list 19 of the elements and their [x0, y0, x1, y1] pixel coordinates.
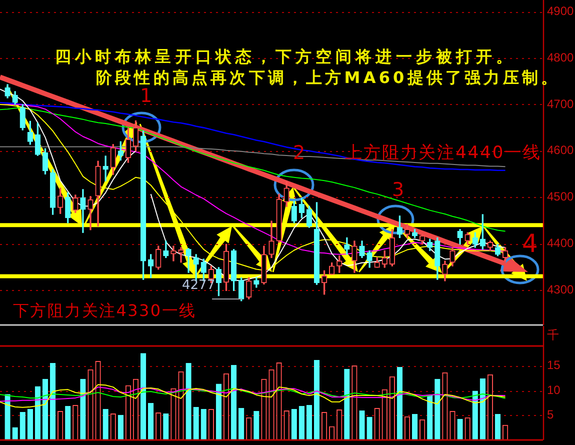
y-tick-label: 4400	[547, 236, 574, 250]
y-tick-label: 10	[547, 382, 561, 397]
y-tick-label: 15	[547, 358, 561, 372]
y-tick-label: 4800	[547, 50, 574, 64]
annotation: 4277	[182, 278, 216, 292]
annotation: 3	[392, 179, 404, 201]
annotation: 下方阻力关注4330一线	[13, 300, 196, 320]
annotation: 阶段性的高点再次下调，上方MA60提供了强力压制。	[96, 68, 560, 86]
y-axis-title: 千	[547, 328, 559, 342]
y-tick-label: 4300	[547, 282, 574, 296]
annotation: 4	[522, 229, 538, 258]
y-tick-label: 4700	[547, 96, 574, 111]
y-tick-label: 4500	[547, 190, 574, 204]
annotation: 1	[140, 84, 152, 106]
y-tick-label: 4600	[547, 143, 574, 158]
annotation: 上方阻力关注4440一线	[345, 142, 542, 162]
y-tick-label: 4900	[547, 4, 574, 18]
y-tick-label: 5	[547, 408, 554, 422]
annotation: 四小时布林呈开口状态，下方空间将进一步被打开。	[55, 47, 516, 66]
